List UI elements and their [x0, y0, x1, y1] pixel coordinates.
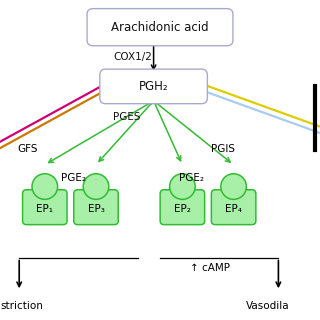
- FancyBboxPatch shape: [160, 190, 205, 225]
- FancyBboxPatch shape: [87, 9, 233, 46]
- Text: EP₃: EP₃: [88, 204, 104, 214]
- Text: PGES: PGES: [113, 112, 140, 122]
- Text: EP₁: EP₁: [36, 204, 53, 214]
- Circle shape: [170, 174, 195, 199]
- Text: ↑ cAMP: ↑ cAMP: [190, 263, 230, 273]
- Text: EP₂: EP₂: [174, 204, 191, 214]
- Circle shape: [221, 174, 246, 199]
- Text: EP₄: EP₄: [225, 204, 242, 214]
- Text: COX1/2: COX1/2: [113, 52, 152, 62]
- Text: PGH₂: PGH₂: [139, 80, 168, 93]
- FancyBboxPatch shape: [211, 190, 256, 225]
- Text: PGE₂: PGE₂: [180, 172, 204, 183]
- Text: striction: striction: [0, 300, 43, 311]
- FancyBboxPatch shape: [74, 190, 118, 225]
- Text: GFS: GFS: [18, 144, 38, 154]
- Text: PGE₂: PGE₂: [61, 172, 86, 183]
- FancyBboxPatch shape: [23, 190, 67, 225]
- Text: Vasodila: Vasodila: [246, 300, 290, 311]
- Text: PGIS: PGIS: [211, 144, 235, 154]
- Circle shape: [32, 174, 58, 199]
- Text: Arachidonic acid: Arachidonic acid: [111, 21, 209, 34]
- FancyBboxPatch shape: [100, 69, 207, 104]
- Circle shape: [83, 174, 109, 199]
